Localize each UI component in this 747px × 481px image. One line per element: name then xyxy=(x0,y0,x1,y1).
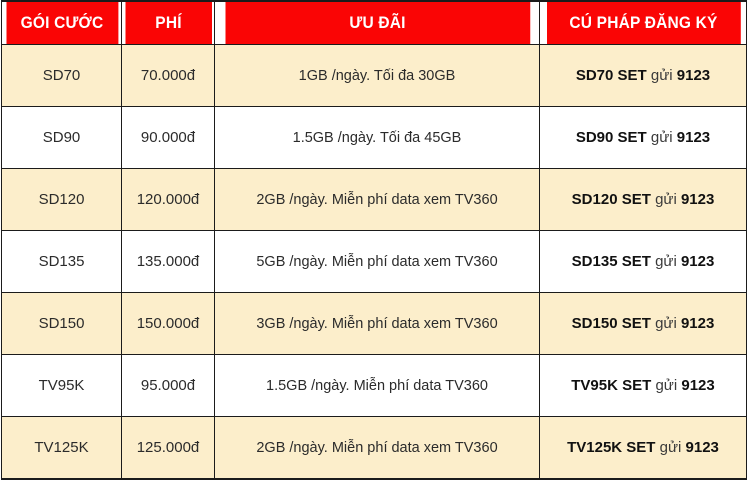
syntax-verb: gửi xyxy=(655,315,677,332)
cell-package: SD150 xyxy=(1,292,122,355)
syntax-code: TV95K SET xyxy=(571,377,652,394)
column-header-package-label: GÓI CƯỚC xyxy=(20,13,103,32)
cell-offer: 1GB /ngày. Tối đa 30GB xyxy=(214,44,540,107)
table-row: SD135 135.000đ 5GB /ngày. Miễn phí data xe… xyxy=(1,230,747,293)
syntax-verb: gửi xyxy=(659,439,682,456)
syntax-verb: gửi xyxy=(655,191,677,208)
cell-fee: 125.000đ xyxy=(121,416,215,480)
syntax-code: SD70 SET xyxy=(575,67,647,84)
syntax-code: SD90 SET xyxy=(575,129,647,146)
column-header-offer: ƯU ĐÃI xyxy=(223,0,531,45)
cell-offer: 3GB /ngày. Miễn phí data xem TV360 xyxy=(214,292,540,355)
cell-fee: 90.000đ xyxy=(121,106,215,169)
table-header-row: GÓI CƯỚC PHÍ ƯU ĐÃI CÚ PHÁP ĐĂNG KÝ xyxy=(2,0,747,45)
syntax-shortcode: 9123 xyxy=(680,253,715,270)
cell-registration-syntax: TV95K SET gửi 9123 xyxy=(539,354,747,417)
syntax-shortcode: 9123 xyxy=(685,439,719,456)
syntax-verb: gửi xyxy=(655,253,677,270)
syntax-code: SD135 SET xyxy=(571,253,651,270)
cell-fee: 120.000đ xyxy=(121,168,215,231)
cell-fee: 150.000đ xyxy=(121,292,215,355)
syntax-code: SD120 SET xyxy=(571,191,651,208)
column-header-offer-label: ƯU ĐÃI xyxy=(348,13,406,32)
table-row: SD120 120.000đ 2GB /ngày. Miễn phí data xe… xyxy=(1,168,747,231)
syntax-verb: gửi xyxy=(650,129,673,146)
cell-package: SD120 xyxy=(1,168,122,231)
column-header-syntax-label: CÚ PHÁP ĐĂNG KÝ xyxy=(568,13,718,32)
syntax-shortcode: 9123 xyxy=(676,67,711,84)
cell-fee: 70.000đ xyxy=(121,44,215,107)
cell-package: TV125K xyxy=(1,416,122,480)
table-body: SD70 70.000đ 1GB /ngày. Tối đa 30GB SD70 SE… xyxy=(1,44,747,480)
syntax-code: TV125K SET xyxy=(567,439,656,456)
table-header: GÓI CƯỚC PHÍ ƯU ĐÃI CÚ PHÁP ĐĂNG KÝ xyxy=(2,0,747,45)
column-header-fee-label: PHÍ xyxy=(154,13,182,32)
syntax-verb: gửi xyxy=(655,377,678,394)
cell-registration-syntax: SD120 SET gửi 9123 xyxy=(539,168,747,231)
cell-package: SD70 xyxy=(1,44,122,107)
cell-offer: 1.5GB /ngày. Tối đa 45GB xyxy=(214,106,540,169)
syntax-shortcode: 9123 xyxy=(676,129,711,146)
cell-registration-syntax: SD90 SET gửi 9123 xyxy=(539,106,747,169)
syntax-shortcode: 9123 xyxy=(680,315,715,332)
cell-registration-syntax: SD150 SET gửi 9123 xyxy=(539,292,747,355)
table-row: TV125K 125.000đ 2GB /ngày. Miễn phí data x… xyxy=(1,416,747,480)
cell-package: SD90 xyxy=(1,106,122,169)
syntax-verb: gửi xyxy=(650,67,673,84)
table-row: SD70 70.000đ 1GB /ngày. Tối đa 30GB SD70 SE… xyxy=(1,44,747,107)
syntax-code: SD150 SET xyxy=(571,315,651,332)
cell-registration-syntax: SD70 SET gửi 9123 xyxy=(539,44,747,107)
cell-fee: 135.000đ xyxy=(121,230,215,293)
table-row: TV95K 95.000đ 1.5GB /ngày. Miễn phí data T… xyxy=(1,354,747,417)
cell-fee: 95.000đ xyxy=(121,354,215,417)
cell-offer: 2GB /ngày. Miễn phí data xem TV360 xyxy=(214,416,540,480)
cell-package: TV95K xyxy=(1,354,122,417)
column-header-package: GÓI CƯỚC xyxy=(4,0,119,45)
table-row: SD90 90.000đ 1.5GB /ngày. Tối đa 45GB SD90 … xyxy=(1,106,747,169)
table-row: SD150 150.000đ 3GB /ngày. Miễn phí data xe… xyxy=(1,292,747,355)
column-header-fee: PHÍ xyxy=(123,0,213,45)
cell-offer: 5GB /ngày. Miễn phí data xem TV360 xyxy=(214,230,540,293)
cell-offer: 1.5GB /ngày. Miễn phí data TV360 xyxy=(214,354,540,417)
syntax-shortcode: 9123 xyxy=(681,377,715,394)
cell-registration-syntax: SD135 SET gửi 9123 xyxy=(539,230,747,293)
syntax-shortcode: 9123 xyxy=(680,191,715,208)
cell-registration-syntax: TV125K SET gửi 9123 xyxy=(539,416,747,480)
column-header-syntax: CÚ PHÁP ĐĂNG KÝ xyxy=(545,0,741,45)
cell-offer: 2GB /ngày. Miễn phí data xem TV360 xyxy=(214,168,540,231)
cell-package: SD135 xyxy=(1,230,122,293)
